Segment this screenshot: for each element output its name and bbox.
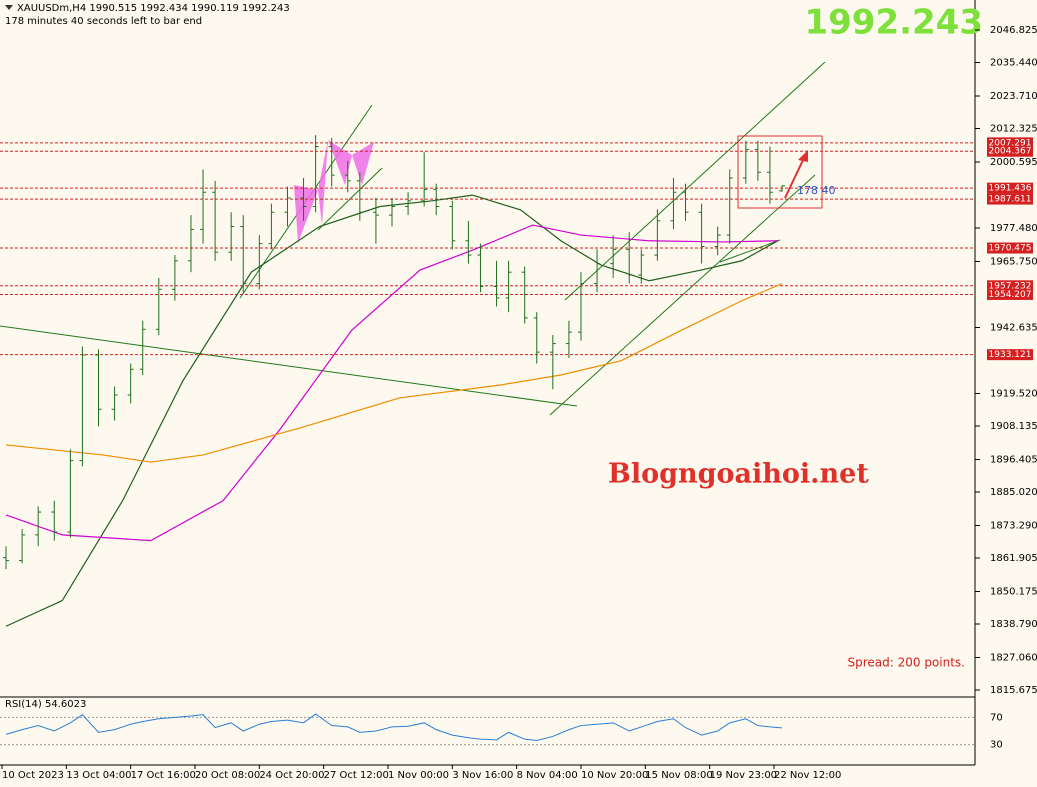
y-tick-label: 1965.750 xyxy=(990,256,1037,267)
pattern-triangle xyxy=(352,142,374,185)
y-tick-label: 1885.020 xyxy=(990,487,1037,498)
level-label: 1991.436 xyxy=(989,184,1032,194)
timer-label: 178 40 xyxy=(797,184,836,197)
x-tick-label: 17 Oct 16:00 xyxy=(131,770,196,781)
pattern-triangle xyxy=(318,140,328,225)
level-label: 2007.291 xyxy=(989,138,1032,148)
x-tick-label: 22 Nov 12:00 xyxy=(774,770,841,781)
last-price: 1992.243 xyxy=(804,3,983,43)
moving-average xyxy=(5,194,779,627)
arrow xyxy=(784,157,805,199)
level-label-bg xyxy=(987,145,1033,157)
rsi-tick-label: 30 xyxy=(990,740,1003,751)
y-tick-label: 1815.675 xyxy=(990,685,1037,696)
x-tick-label: 3 Nov 16:00 xyxy=(452,770,513,781)
y-tick-label: 2012.325 xyxy=(990,124,1037,135)
highlight-box xyxy=(737,135,823,209)
trendline xyxy=(0,325,578,407)
level-label-bg xyxy=(987,182,1033,194)
trendline xyxy=(564,61,826,301)
y-tick-label: 1827.060 xyxy=(990,652,1037,663)
y-tick-label: 1861.905 xyxy=(990,553,1037,564)
trendline xyxy=(549,174,816,416)
y-tick-label: 1977.480 xyxy=(990,223,1037,234)
level-label: 1933.121 xyxy=(989,350,1032,360)
level-label-bg xyxy=(987,288,1033,300)
trendline xyxy=(719,239,781,263)
x-tick-label: 8 Nov 04:00 xyxy=(517,770,578,781)
x-tick-label: 15 Nov 08:00 xyxy=(645,770,712,781)
y-tick-label: 2000.595 xyxy=(990,157,1037,168)
x-tick-label: 27 Oct 12:00 xyxy=(324,770,389,781)
y-tick-label: 1908.135 xyxy=(990,421,1037,432)
y-tick-label: 1838.790 xyxy=(990,619,1037,630)
x-tick-label: 19 Nov 23:00 xyxy=(710,770,777,781)
watermark: Blogngoaihoi.net xyxy=(608,459,869,490)
level-label: 1954.207 xyxy=(989,290,1032,300)
moving-average xyxy=(5,224,779,542)
x-tick-label: 10 Oct 2023 xyxy=(2,770,64,781)
moving-average xyxy=(5,283,783,463)
level-label: 1957.232 xyxy=(989,281,1032,291)
x-tick-label: 10 Nov 20:00 xyxy=(581,770,648,781)
level-label-bg xyxy=(987,280,1033,292)
x-tick-label: 24 Oct 20:00 xyxy=(259,770,324,781)
menu-icon[interactable] xyxy=(5,5,13,10)
y-tick-label: 1896.405 xyxy=(990,454,1037,465)
level-label-bg xyxy=(987,349,1033,361)
spread: Spread: 200 points. xyxy=(847,656,965,670)
plot xyxy=(0,135,975,627)
level-label: 1970.475 xyxy=(989,243,1032,253)
rsi-tick-label: 70 xyxy=(990,712,1003,723)
level-label: 1987.611 xyxy=(989,195,1032,205)
y-tick-label: 1919.520 xyxy=(990,388,1037,399)
arrow-head xyxy=(798,150,808,162)
y-tick-label: 2023.710 xyxy=(990,91,1037,102)
y-tick-label: 1942.635 xyxy=(990,322,1037,333)
y-tick-label: 1873.290 xyxy=(990,520,1037,531)
level-label-bg xyxy=(987,193,1033,205)
level-label-bg xyxy=(987,242,1033,254)
header: XAUUSDm,H4 1990.515 1992.434 1990.119 19… xyxy=(17,3,290,14)
y-tick-label: 2046.825 xyxy=(990,25,1037,36)
x-tick-label: 1 Nov 00:00 xyxy=(388,770,449,781)
rsi-name: RSI(14) 54.6023 xyxy=(5,699,86,710)
level-label: 2004.367 xyxy=(989,147,1032,157)
x-tick-label: 13 Oct 04:00 xyxy=(66,770,131,781)
y-tick-label: 2035.440 xyxy=(990,58,1037,69)
x-tick-label: 20 Oct 08:00 xyxy=(195,770,260,781)
rsi-line xyxy=(5,713,783,742)
level-label-bg xyxy=(987,137,1033,149)
subheader: 178 minutes 40 seconds left to bar end xyxy=(5,16,202,27)
y-tick-label: 1850.175 xyxy=(990,586,1037,597)
